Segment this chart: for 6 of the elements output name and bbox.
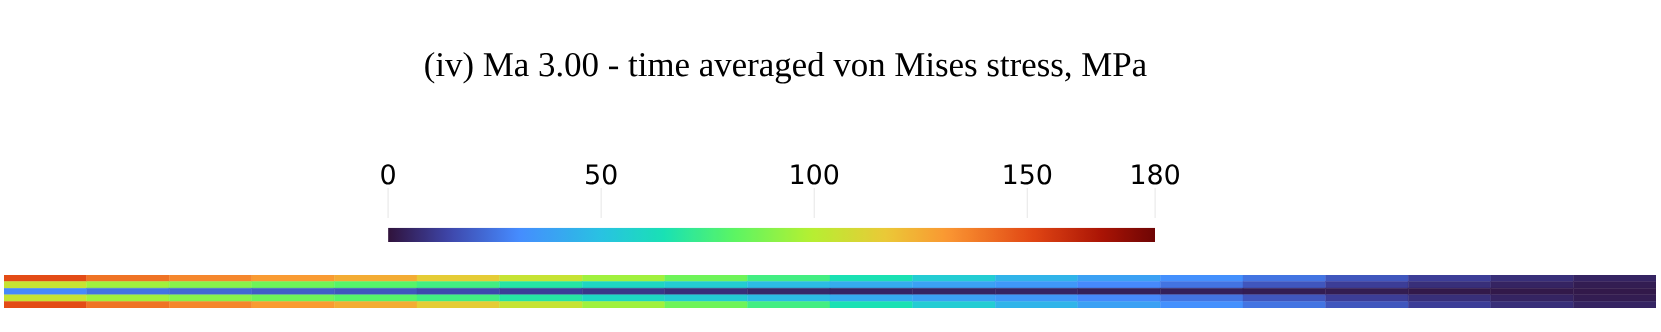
color-bar-label: 0 <box>381 164 395 185</box>
chart-title: (iv) Ma 3.00 - time averaged von Mises stress, MPa <box>425 51 1147 84</box>
color-bar-label: 180 <box>1132 164 1179 185</box>
color-bar-label: 150 <box>1004 164 1052 185</box>
color-bar-label: 50 <box>586 164 617 185</box>
color-bar-label: 100 <box>791 164 839 185</box>
